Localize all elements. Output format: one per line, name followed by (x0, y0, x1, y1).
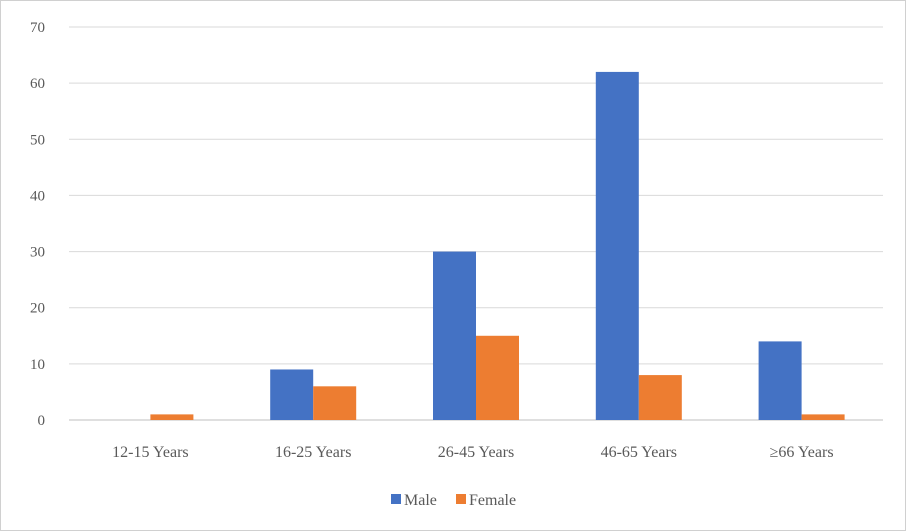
bar-male (270, 369, 314, 420)
bar-female (476, 335, 519, 420)
legend: Male Female (391, 492, 516, 509)
bar-female (638, 375, 682, 420)
y-tick-label: 20 (30, 301, 45, 317)
legend-swatch-female (456, 494, 466, 504)
x-category-label: 16-25 Years (275, 444, 351, 461)
y-tick-label: 0 (38, 413, 46, 429)
bar-female (313, 386, 357, 420)
bars (150, 71, 845, 421)
legend-label-female: Female (469, 492, 516, 509)
legend-label-male: Male (404, 492, 437, 509)
x-category-label: 12-15 Years (112, 444, 188, 461)
bar-female (150, 414, 194, 420)
bar-male (758, 341, 802, 420)
y-tick-label: 30 (30, 245, 45, 261)
bar-female (801, 414, 845, 420)
x-axis-category-labels: 12-15 Years 16-25 Years 26-45 Years 46-65 Y… (112, 444, 833, 461)
x-category-label: ≥66 Years (770, 444, 834, 461)
y-tick-label: 60 (30, 76, 45, 92)
legend-swatch-male (391, 494, 401, 504)
y-tick-label: 40 (30, 188, 45, 204)
y-tick-label: 50 (30, 132, 45, 148)
y-tick-label: 70 (30, 20, 45, 36)
bar-male (595, 71, 639, 421)
x-category-label: 26-45 Years (438, 444, 514, 461)
y-axis-tick-labels: 0 10 20 30 40 50 60 70 (30, 20, 45, 429)
bar-male (433, 251, 476, 420)
x-category-label: 46-65 Years (601, 444, 677, 461)
y-tick-label: 10 (30, 357, 45, 373)
